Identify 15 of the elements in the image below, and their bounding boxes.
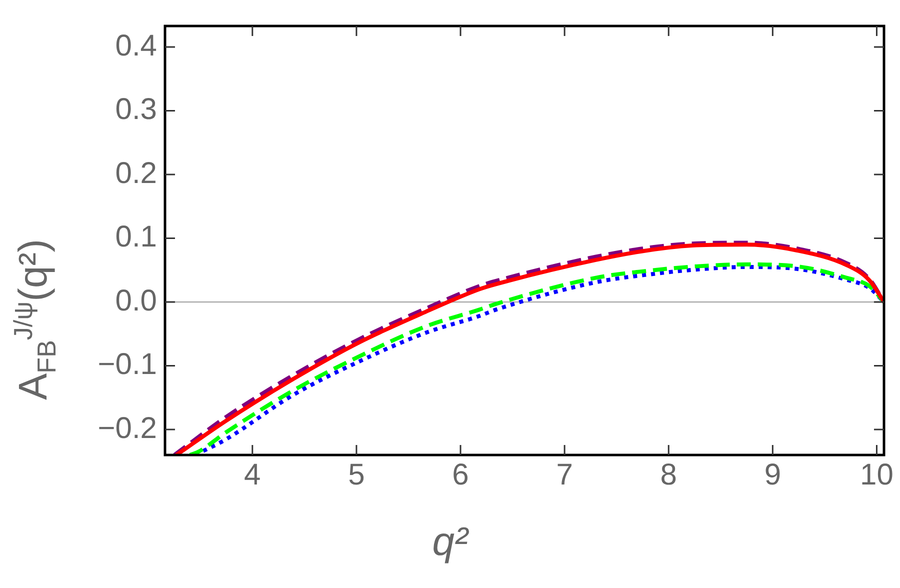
x-tick-label: 5 <box>348 458 365 492</box>
x-tick-label: 4 <box>244 458 261 492</box>
y-tick-label: 0.1 <box>115 220 157 254</box>
x-tick-label: 10 <box>860 458 894 492</box>
y-tick-label: 0.0 <box>115 284 157 318</box>
y-tick-label: −0.2 <box>98 412 157 445</box>
x-tick-label: 7 <box>556 458 573 492</box>
y-tick-label: −0.1 <box>98 348 157 382</box>
y-tick-label: 0.3 <box>115 93 157 126</box>
x-tick-label: 9 <box>764 458 782 492</box>
x-tick-label: 8 <box>660 458 677 492</box>
x-tick-label: 6 <box>452 458 469 492</box>
y-tick-label: 0.2 <box>115 156 157 190</box>
y-tick-label: 0.4 <box>115 29 157 62</box>
x-axis-title: q² <box>431 520 470 565</box>
